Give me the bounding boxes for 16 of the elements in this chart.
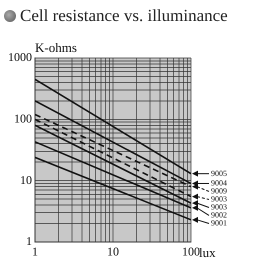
- legend-label: 9001: [211, 218, 227, 228]
- y-tick-label: 10: [20, 172, 32, 187]
- chart-title: Cell resistance vs. illuminance: [20, 6, 228, 26]
- x-tick-label: 100: [182, 244, 200, 258]
- legend-label: 9005: [211, 168, 227, 178]
- y-axis-title: K-ohms: [35, 40, 77, 55]
- legend-label: 9009: [211, 186, 227, 196]
- y-tick-label: 1000: [8, 50, 32, 64]
- legend-label: 9003: [211, 202, 227, 212]
- y-tick-label: 100: [14, 111, 32, 126]
- legend-label: 9003: [211, 194, 227, 204]
- x-tick-label: 10: [107, 244, 119, 258]
- legend-label: 9004: [211, 178, 227, 188]
- legend-label: 9002: [211, 210, 227, 220]
- y-tick-label: 1: [26, 234, 32, 248]
- x-axis-title: lux: [199, 244, 216, 260]
